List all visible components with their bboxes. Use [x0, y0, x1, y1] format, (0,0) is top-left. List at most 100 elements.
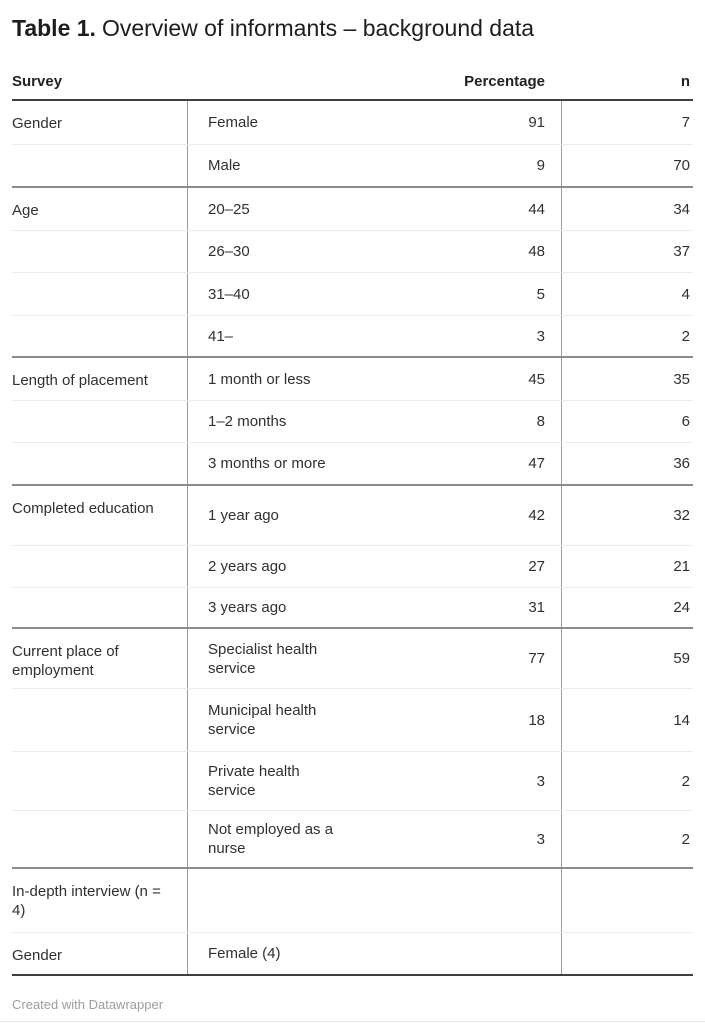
survey-cell: Gender — [12, 101, 188, 144]
n-cell: 2 — [561, 752, 693, 810]
table-row: Age 20–25 44 34 — [12, 188, 693, 231]
table-row: Current place of employment Specialist h… — [12, 629, 693, 689]
label-cell: 3 months or more — [208, 455, 326, 472]
label-cell: 20–25 — [208, 200, 250, 218]
percentage-cell — [358, 933, 561, 974]
title-prefix: Table 1. — [12, 15, 96, 41]
table-row: In-depth interview (n = 4) — [12, 869, 693, 933]
label-cell: Specialist health service — [208, 640, 318, 677]
table-row: Municipal health service 18 14 — [12, 689, 693, 752]
n-cell: 14 — [561, 689, 693, 751]
survey-cell — [12, 588, 188, 627]
survey-cell — [12, 752, 188, 810]
page-title: Table 1. Overview of informants – backgro… — [12, 0, 693, 44]
survey-cell — [12, 811, 188, 867]
n-cell: 70 — [561, 145, 693, 186]
percentage-cell: 9 — [536, 157, 545, 174]
n-cell: 24 — [561, 588, 693, 627]
survey-cell — [12, 546, 188, 587]
n-cell: 34 — [561, 188, 693, 230]
label-cell: 1 month or less — [208, 370, 311, 388]
survey-cell — [12, 145, 188, 186]
percentage-cell: 44 — [528, 200, 545, 218]
n-cell — [561, 933, 693, 974]
label-cell: 1 year ago — [208, 507, 279, 524]
label-cell: Female (4) — [208, 945, 281, 962]
table-row: 26–30 48 37 — [12, 231, 693, 273]
table-row: 2 years ago 27 21 — [12, 546, 693, 588]
label-cell: 31–40 — [208, 285, 250, 303]
table-row: Private health service 3 2 — [12, 752, 693, 811]
n-cell: 59 — [561, 629, 693, 688]
n-cell: 7 — [561, 101, 693, 144]
table-row: 1–2 months 8 6 — [12, 401, 693, 443]
percentage-cell: 3 — [536, 830, 545, 848]
label-cell: Female — [208, 114, 259, 131]
percentage-cell: 27 — [528, 558, 545, 575]
table-row: 31–40 5 4 — [12, 273, 693, 316]
survey-cell — [12, 273, 188, 315]
percentage-cell: 3 — [536, 772, 545, 790]
percentage-cell: 31 — [528, 599, 545, 616]
survey-cell — [12, 231, 188, 272]
table-row: Gender Female (4) — [12, 933, 693, 974]
survey-cell — [12, 316, 188, 356]
label-cell: 41– — [208, 327, 234, 345]
percentage-cell: 91 — [528, 114, 545, 131]
label-cell: 2 years ago — [208, 558, 287, 575]
title-text: Overview of informants – background data — [101, 15, 535, 41]
n-cell: 37 — [561, 231, 693, 272]
table-row: Length of placement 1 month or less 45 3… — [12, 358, 693, 401]
survey-cell: Length of placement — [12, 358, 188, 400]
table-header-row: Survey Percentage n — [12, 44, 693, 101]
label-cell: Not employed as a nurse — [208, 821, 334, 857]
n-cell: 4 — [561, 273, 693, 315]
n-cell: 6 — [561, 401, 693, 442]
label-cell: Male — [208, 157, 241, 174]
header-n: n — [680, 73, 690, 90]
table-row: Completed education 1 year ago 42 32 — [12, 486, 693, 546]
label-cell: 1–2 months — [208, 413, 287, 430]
label-cell — [188, 869, 358, 932]
survey-cell — [12, 689, 188, 751]
table-row: Not employed as a nurse 3 2 — [12, 811, 693, 869]
table-row: 41– 3 2 — [12, 316, 693, 358]
percentage-cell: 47 — [528, 455, 545, 472]
informants-table: Survey Percentage n Gender Female 91 7 M… — [12, 44, 693, 976]
n-cell — [561, 869, 693, 932]
percentage-cell: 42 — [528, 507, 545, 524]
label-cell: Private health service — [208, 763, 300, 799]
percentage-cell: 8 — [536, 413, 545, 430]
survey-cell: In-depth interview (n = 4) — [12, 869, 188, 932]
label-cell: 26–30 — [208, 243, 250, 260]
percentage-cell: 3 — [536, 327, 545, 345]
percentage-cell: 5 — [536, 285, 545, 303]
bottom-divider — [0, 1021, 705, 1022]
survey-cell: Gender — [12, 933, 188, 974]
survey-cell — [12, 443, 188, 484]
table-row: Male 9 70 — [12, 145, 693, 188]
table-row: 3 months or more 47 36 — [12, 443, 693, 486]
header-survey: Survey — [12, 73, 63, 90]
n-cell: 21 — [561, 546, 693, 587]
percentage-cell: 45 — [528, 370, 545, 388]
percentage-cell: 18 — [528, 711, 545, 729]
datawrapper-credit-link[interactable]: Created with Datawrapper — [12, 997, 164, 1012]
n-cell: 35 — [561, 358, 693, 400]
survey-cell: Completed education — [12, 486, 188, 545]
percentage-cell: 77 — [528, 650, 545, 667]
percentage-cell: 48 — [528, 243, 545, 260]
table-row: Gender Female 91 7 — [12, 101, 693, 145]
survey-cell — [12, 401, 188, 442]
label-cell: Municipal health service — [208, 702, 317, 738]
label-cell: 3 years ago — [208, 599, 287, 616]
survey-cell: Age — [12, 188, 188, 230]
n-cell: 32 — [561, 486, 693, 545]
percentage-cell — [358, 869, 561, 932]
n-cell: 36 — [561, 443, 693, 484]
survey-cell: Current place of employment — [12, 629, 188, 688]
table-row: 3 years ago 31 24 — [12, 588, 693, 629]
header-percentage: Percentage — [464, 73, 545, 90]
n-cell: 2 — [561, 316, 693, 356]
n-cell: 2 — [561, 811, 693, 867]
